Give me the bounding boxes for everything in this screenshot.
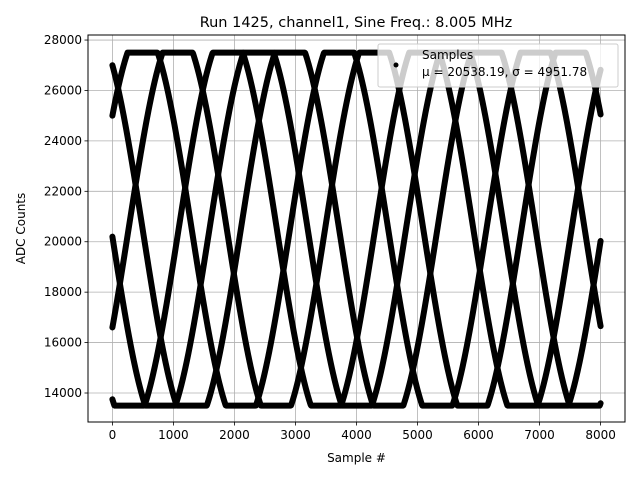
y-tick-label: 26000 <box>44 83 82 97</box>
x-tick-label: 6000 <box>463 428 494 442</box>
legend-marker <box>393 62 399 68</box>
legend-series-name: Samples <box>422 48 473 62</box>
y-tick-label: 28000 <box>44 33 82 47</box>
x-tick-label: 5000 <box>402 428 433 442</box>
y-tick-label: 20000 <box>44 235 82 249</box>
data-trace-3 <box>109 49 604 409</box>
y-tick-label: 22000 <box>44 184 82 198</box>
y-tick-label: 16000 <box>44 336 82 350</box>
x-tick-label: 8000 <box>585 428 616 442</box>
x-tick-label: 2000 <box>219 428 250 442</box>
x-tick-label: 7000 <box>524 428 555 442</box>
x-axis-label: Sample # <box>327 451 386 465</box>
axis-ticks: 0 1000 2000 3000 4000 5000 6000 7000 8000 14000 16… <box>44 33 616 442</box>
x-tick-label: 1000 <box>158 428 189 442</box>
legend: Samples μ = 20538.19, σ = 4951.78 <box>377 43 619 88</box>
legend-stats: μ = 20538.19, σ = 4951.78 <box>422 65 587 79</box>
y-tick-label: 18000 <box>44 285 82 299</box>
data-trace-5 <box>109 49 604 409</box>
chart-title: Run 1425, channel1, Sine Freq.: 8.005 MH… <box>200 15 513 31</box>
y-tick-label: 24000 <box>44 134 82 148</box>
x-tick-label: 0 <box>109 428 117 442</box>
x-tick-label: 4000 <box>341 428 372 442</box>
x-tick-label: 3000 <box>280 428 311 442</box>
y-tick-label: 14000 <box>44 386 82 400</box>
legend-box <box>377 43 619 88</box>
data-trace-4 <box>109 49 604 409</box>
y-axis-label: ADC Counts <box>14 193 28 265</box>
